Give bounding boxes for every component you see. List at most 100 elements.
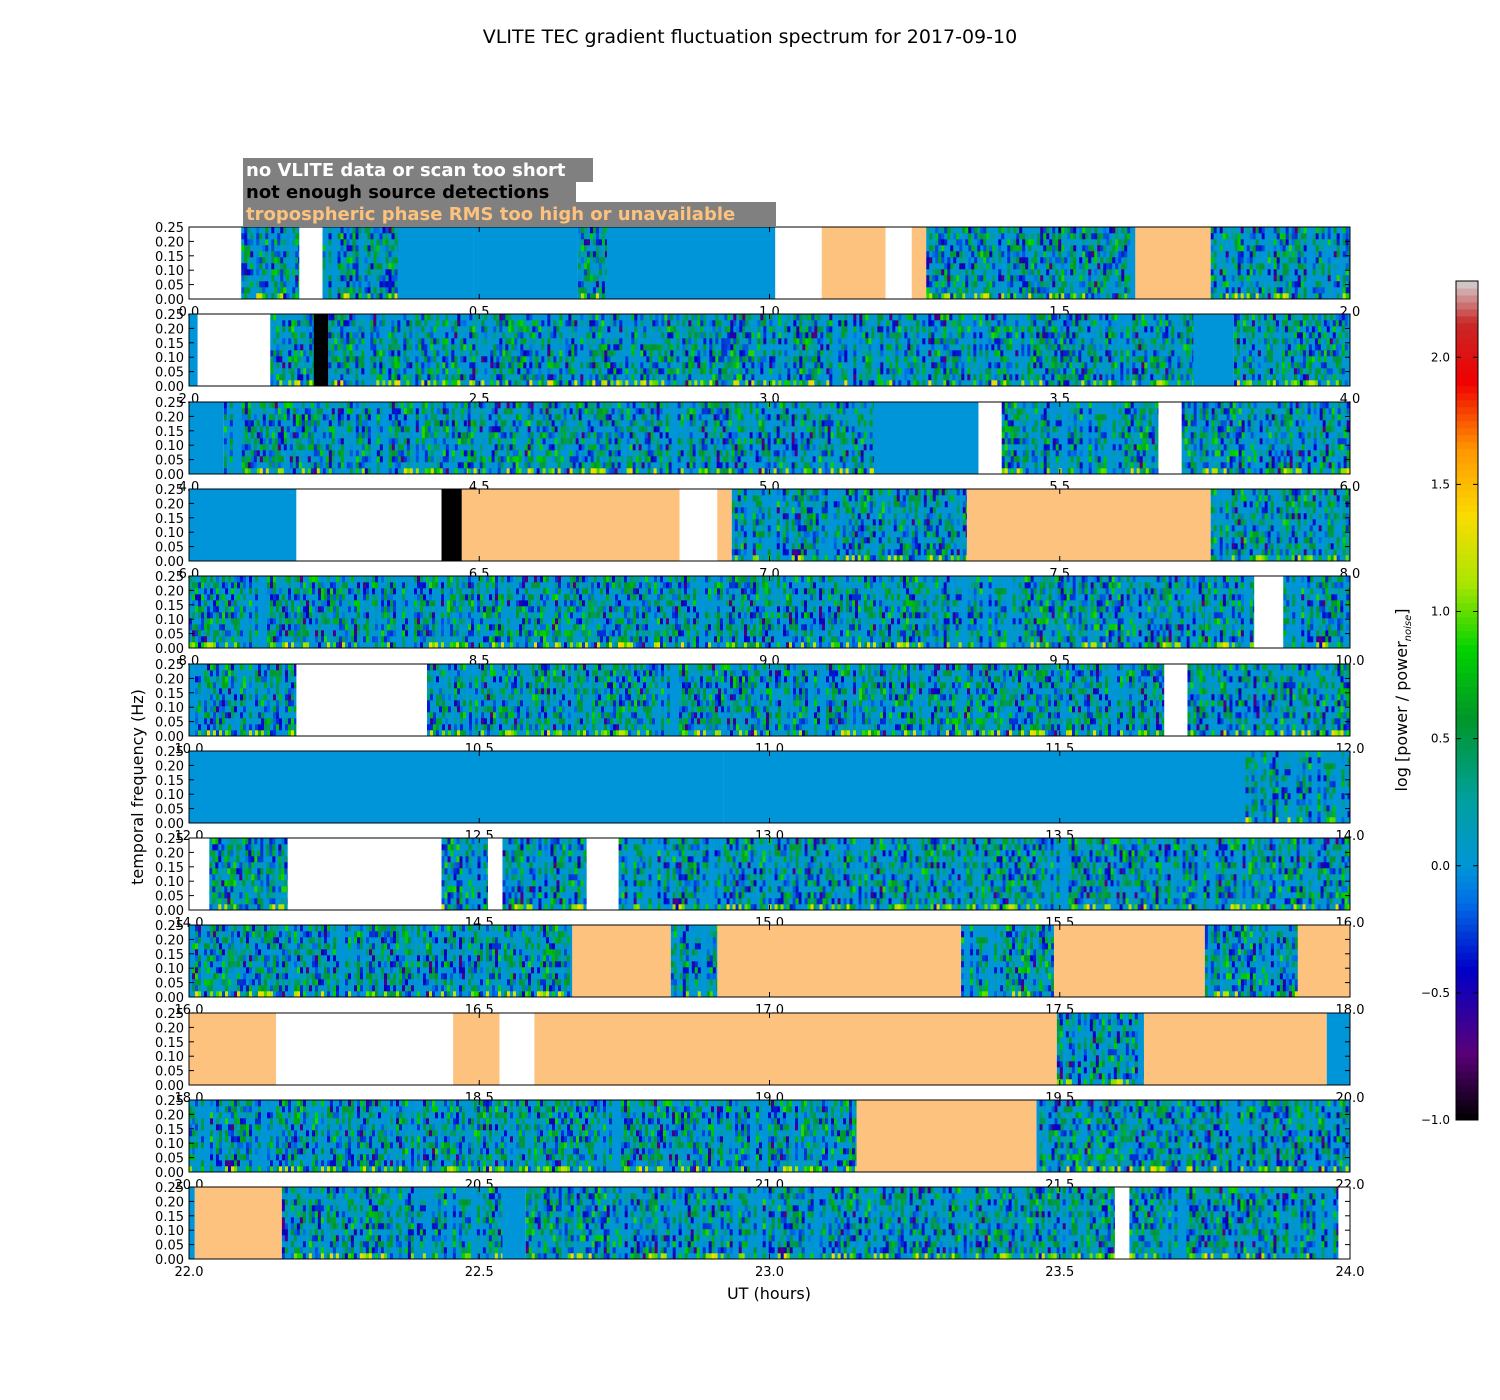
spectrum-cell: [282, 320, 286, 327]
spectrum-cell: [977, 269, 981, 276]
spectrum-cell: [1291, 239, 1295, 246]
spectrum-cell: [1028, 281, 1032, 288]
spectrum-cell: [370, 293, 374, 300]
spectrum-cell: [988, 356, 992, 363]
spectrum-cell: [1258, 233, 1262, 240]
spectrum-cell: [1261, 281, 1265, 288]
spectrum-cell: [1121, 293, 1125, 300]
spectrum-cell: [802, 344, 806, 351]
spectrum-cell: [676, 344, 680, 351]
spectrum-cell: [469, 350, 473, 357]
spectrum-cell: [358, 257, 362, 264]
spectrum-cell: [541, 332, 545, 339]
spectrum-cell: [913, 320, 917, 327]
spectrum-cell: [391, 326, 395, 333]
spectrum-cell: [379, 233, 383, 240]
spectrum-cell: [409, 332, 413, 339]
data-segment: [328, 314, 1194, 387]
spectrum-cell: [1061, 251, 1065, 258]
spectrum-cell: [306, 356, 310, 363]
spectrum-cell: [931, 362, 935, 369]
spectrum-cell: [1066, 344, 1070, 351]
spectrum-cell: [1312, 275, 1316, 282]
spectrum-cell: [1294, 251, 1298, 258]
spectrum-cell: [247, 245, 251, 252]
spectrum-cell: [953, 245, 957, 252]
spectrum-cell: [1079, 293, 1083, 300]
spectrum-cell: [514, 362, 518, 369]
spectrum-cell: [1258, 257, 1262, 264]
spectrum-cell: [337, 275, 341, 282]
spectrum-cell: [820, 338, 824, 345]
spectrum-cell: [676, 326, 680, 333]
spectrum-cell: [1031, 257, 1035, 264]
spectrum-cell: [1045, 326, 1049, 333]
spectrum-cell: [373, 251, 377, 258]
spectrum-cell: [595, 257, 600, 264]
spectrum-cell: [415, 368, 419, 375]
spectrum-cell: [580, 251, 585, 258]
spectrum-cell: [595, 287, 600, 294]
spectrum-cell: [1348, 239, 1351, 246]
spectrum-cell: [613, 314, 617, 321]
spectrum-cell: [391, 275, 395, 282]
spectrum-cell: [953, 269, 957, 276]
spectrum-cell: [517, 314, 521, 321]
spectrum-column-flat: [1324, 227, 1328, 299]
spectrum-cell: [282, 344, 286, 351]
spectrum-cell: [433, 380, 437, 387]
spectrum-cell: [898, 314, 902, 321]
spectrum-cell: [1246, 257, 1250, 264]
spectrum-cell: [346, 338, 350, 345]
spectrum-cell: [961, 344, 965, 351]
spectrum-cell: [1064, 293, 1068, 300]
spectrum-cell: [1046, 233, 1050, 240]
spectrum-cell: [1189, 326, 1193, 333]
spectrum-cell: [1087, 380, 1091, 387]
spectrum-cell: [1249, 275, 1253, 282]
spectrum-cell: [1321, 239, 1325, 246]
spectrum-cell: [451, 374, 455, 381]
spectrum-cell: [280, 293, 284, 300]
spectrum-cell: [1091, 245, 1095, 252]
spectrum-cell: [1088, 293, 1092, 300]
spectrum-cell: [1061, 257, 1065, 264]
spectrum-cell: [352, 293, 356, 300]
spectrum-cell: [1066, 380, 1070, 387]
spectrum-cell: [1312, 287, 1316, 294]
spectrum-cell: [592, 245, 597, 252]
spectrum-cell: [397, 314, 401, 321]
spectrum-cell: [1234, 251, 1238, 258]
spectrum-cell: [538, 332, 542, 339]
spectrum-cell: [1057, 374, 1061, 381]
spectrum-cell: [475, 380, 479, 387]
spectrum-cell: [541, 344, 545, 351]
spectrum-cell: [1085, 281, 1089, 288]
spectrum-cell: [526, 356, 530, 363]
spectrum-cell: [709, 344, 713, 351]
spectrum-cell: [481, 368, 485, 375]
spectrum-cell: [334, 374, 338, 381]
spectrum-cell: [280, 275, 284, 282]
spectrum-cell: [931, 314, 935, 321]
spectrum-cell: [283, 251, 287, 258]
spectrum-cell: [1075, 344, 1079, 351]
spectrum-cell: [583, 269, 588, 276]
spectrum-cell: [805, 362, 809, 369]
spectrum-cell: [373, 362, 377, 369]
spectrum-cell: [1007, 227, 1011, 234]
spectrum-cell: [1003, 374, 1007, 381]
spectrum-cell: [1055, 287, 1059, 294]
spectrum-cell: [1093, 332, 1097, 339]
spectrum-cell: [817, 362, 821, 369]
spectrum-cell: [595, 320, 599, 327]
spectrum-cell: [303, 380, 307, 387]
spectrum-cell: [385, 245, 389, 252]
spectrum-cell: [1073, 293, 1077, 300]
spectrum-cell: [1141, 338, 1145, 345]
spectrum-cell: [262, 281, 266, 288]
spectrum-cell: [838, 380, 842, 387]
spectrum-cell: [1111, 374, 1115, 381]
spectrum-cell: [949, 374, 953, 381]
spectrum-cell: [1103, 287, 1107, 294]
